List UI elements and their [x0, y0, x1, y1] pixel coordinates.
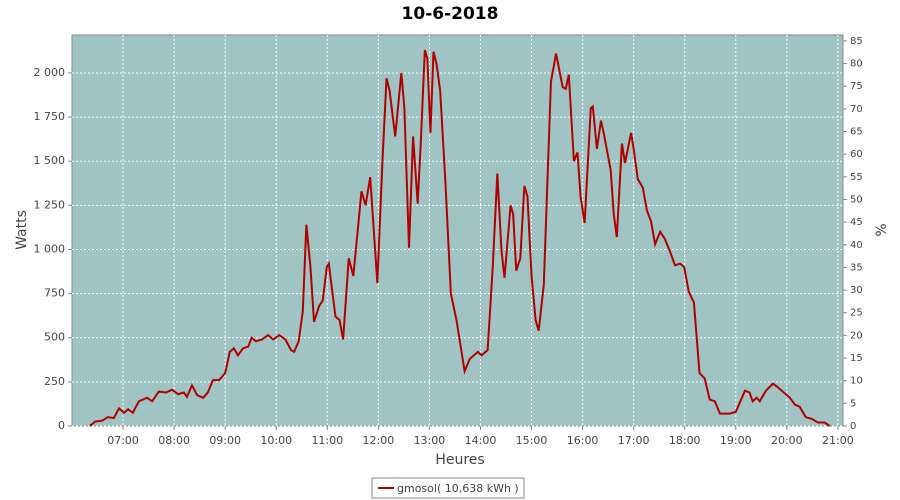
x-tick-label: 20:00	[771, 434, 803, 447]
x-tick-label: 18:00	[669, 434, 701, 447]
y2-tick-label: 20	[850, 330, 863, 341]
y2-tick-label: 45	[850, 217, 863, 228]
x-tick-label: 13:00	[414, 434, 446, 447]
y-tick-label: 0	[58, 419, 65, 432]
y2-tick-label: 70	[850, 104, 863, 115]
x-tick-label: 17:00	[618, 434, 650, 447]
x-axis-label: Heures	[435, 452, 484, 468]
x-tick-label: 15:00	[516, 434, 548, 447]
y-tick-label: 750	[44, 287, 65, 300]
y-tick-label: 1 500	[34, 154, 66, 167]
x-tick-label: 09:00	[209, 434, 241, 447]
x-tick-label: 16:00	[567, 434, 599, 447]
y2-tick-label: 10	[850, 376, 863, 387]
y2-tick-label: 0	[850, 421, 856, 432]
x-tick-label: 08:00	[158, 434, 190, 447]
y2-tick-label: 5	[850, 398, 856, 409]
y2-tick-label: 40	[850, 240, 863, 251]
y2-tick-label: 65	[850, 127, 863, 138]
legend-label: gmosol( 10,638 kWh )	[397, 482, 519, 495]
chart-title: 10-6-2018	[402, 4, 499, 24]
y2-tick-label: 25	[850, 308, 863, 319]
y-tick-label: 1 250	[34, 198, 66, 211]
x-tick-label: 19:00	[720, 434, 752, 447]
x-tick-label: 14:00	[465, 434, 497, 447]
y2-tick-label: 85	[850, 36, 863, 47]
y-tick-label: 1 000	[34, 242, 66, 255]
x-tick-label: 11:00	[311, 434, 343, 447]
y2-axis-label: %	[874, 223, 890, 236]
y-axis-label: Watts	[14, 210, 30, 250]
y2-tick-label: 35	[850, 262, 863, 273]
y2-tick-label: 55	[850, 172, 863, 183]
legend-box	[371, 477, 525, 499]
y2-tick-label: 30	[850, 285, 863, 296]
y-tick-label: 250	[44, 375, 65, 388]
x-tick-label: 07:00	[107, 434, 139, 447]
y-tick-label: 1 750	[34, 110, 66, 123]
x-tick-label: 21:00	[822, 434, 854, 447]
data-line	[89, 49, 831, 427]
y-tick-label: 2 000	[34, 66, 66, 79]
y2-tick-label: 80	[850, 59, 863, 70]
y2-tick-label: 60	[850, 149, 863, 160]
y2-tick-label: 15	[850, 353, 863, 364]
x-tick-label: 12:00	[363, 434, 395, 447]
y-tick-label: 500	[44, 331, 65, 344]
x-tick-label: 10:00	[260, 434, 292, 447]
y2-tick-label: 75	[850, 81, 863, 92]
plot-area	[71, 34, 844, 427]
y2-tick-label: 50	[850, 194, 863, 205]
